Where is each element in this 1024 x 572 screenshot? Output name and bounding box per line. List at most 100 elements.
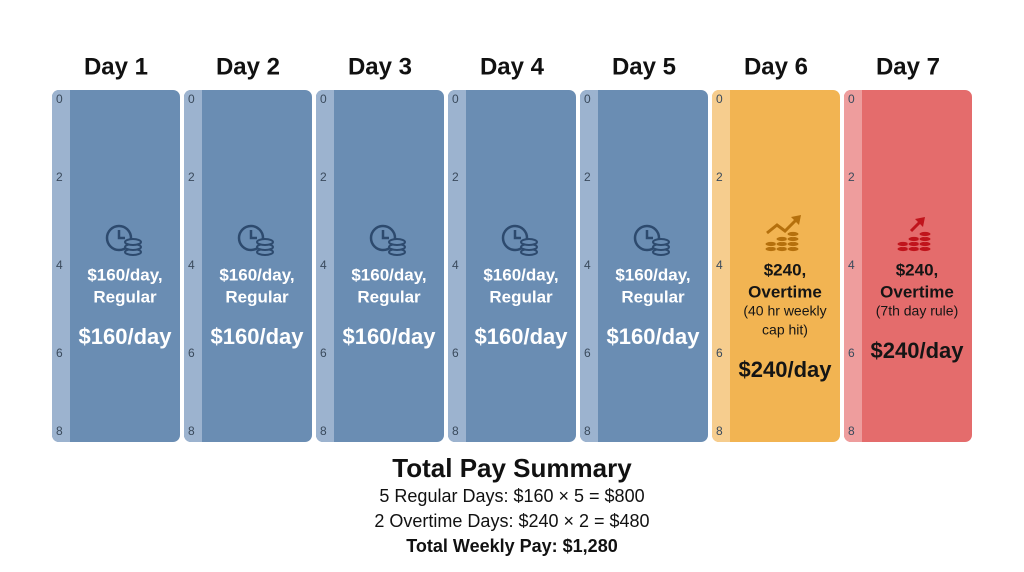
day-title: Day 6 (744, 53, 808, 80)
ruler-label: 8 (848, 424, 855, 438)
coin (907, 235, 921, 243)
clock-icon (501, 224, 529, 252)
ruler-label: 2 (452, 170, 459, 184)
clock-hands (645, 230, 653, 240)
coin (907, 240, 921, 248)
ruler-label: 2 (188, 170, 195, 184)
ruler-strip (316, 90, 334, 442)
day-amount: $160/day (607, 324, 701, 349)
coin (918, 230, 932, 238)
day-card (52, 90, 180, 442)
ruler-strip (52, 90, 70, 442)
coin (896, 245, 910, 253)
summary-line: 5 Regular Days: $160 × 5 = $800 (379, 486, 644, 506)
arrow-head (791, 215, 801, 225)
coin (896, 240, 910, 248)
coin (256, 238, 274, 246)
coin (775, 235, 789, 243)
clock-icon (237, 224, 265, 252)
day-amount: $160/day (343, 324, 437, 349)
day-column: Day 2 0 2 4 6 8 $160/day, Regular $160/day (184, 53, 312, 442)
day-detail: $160/day, (87, 265, 162, 284)
ruler-label: 2 (584, 170, 591, 184)
coin (764, 240, 778, 248)
day-amount: $160/day (211, 324, 305, 349)
clock-hands (249, 230, 257, 240)
day-title: Day 5 (612, 53, 676, 80)
day-card (316, 90, 444, 442)
ruler-label: 0 (188, 92, 195, 106)
coin (918, 245, 932, 253)
clock-hands (381, 230, 389, 240)
ruler-label: 8 (452, 424, 459, 438)
ruler-label: 2 (716, 170, 723, 184)
ruler-label: 8 (584, 424, 591, 438)
ruler-label: 6 (320, 346, 327, 360)
ruler-label: 0 (584, 92, 591, 106)
ruler-label: 8 (716, 424, 723, 438)
day-detail: $160/day, (219, 265, 294, 284)
coin (124, 238, 142, 246)
ruler-label: 4 (188, 258, 195, 272)
day-column: Day 6 0 2 4 6 8 $240, Overtime (40 hr weekly cap … (712, 53, 840, 442)
ruler-label: 6 (716, 346, 723, 360)
day-detail: Overtime (880, 282, 954, 301)
ruler-label: 4 (848, 258, 855, 272)
summary-line: 2 Overtime Days: $240 × 2 = $480 (374, 511, 649, 531)
ruler-label: 4 (584, 258, 591, 272)
day-title: Day 1 (84, 53, 148, 80)
day-column: Day 3 0 2 4 6 8 $160/day, Regular $160/day (316, 53, 444, 442)
ruler-label: 6 (452, 346, 459, 360)
day-column: Day 7 0 2 4 6 8 $240, Overtime (7th day rule) $24… (844, 53, 972, 442)
day-detail: Regular (489, 287, 553, 306)
day-amount: $240/day (871, 338, 965, 363)
coin (918, 235, 932, 243)
day-title: Day 4 (480, 53, 545, 80)
ruler-strip (184, 90, 202, 442)
clock-icon (369, 224, 397, 252)
coin (907, 245, 921, 253)
day-detail: Regular (621, 287, 685, 306)
coin (775, 240, 789, 248)
ruler-label: 2 (320, 170, 327, 184)
coin (786, 240, 800, 248)
day-detail: Regular (225, 287, 289, 306)
day-card (184, 90, 312, 442)
ruler-label: 4 (320, 258, 327, 272)
clock-icon (633, 224, 661, 252)
day-detail: $240, (896, 260, 939, 279)
day-detail: cap hit) (762, 322, 808, 338)
ruler-label: 6 (584, 346, 591, 360)
day-detail: Regular (93, 287, 157, 306)
day-column: Day 1 0 2 4 6 8 $160/day, Regular $160/day (52, 53, 180, 442)
ruler-label: 6 (188, 346, 195, 360)
coin (918, 240, 932, 248)
ruler-label: 8 (188, 424, 195, 438)
ruler-label: 4 (452, 258, 459, 272)
day-detail: $160/day, (615, 265, 690, 284)
coin (786, 230, 800, 238)
clock-icon (105, 224, 133, 252)
summary-line: Total Weekly Pay: $1,280 (406, 536, 617, 556)
coin (652, 238, 670, 246)
ruler-strip (448, 90, 466, 442)
day-column: Day 4 0 2 4 6 8 $160/day, Regular $160/day (448, 53, 576, 442)
coin (388, 238, 406, 246)
ruler-label: 0 (848, 92, 855, 106)
day-detail: $160/day, (483, 265, 558, 284)
day-card (712, 90, 840, 442)
arrow-head (915, 217, 925, 227)
ruler-strip (712, 90, 730, 442)
clock-hands (117, 230, 125, 240)
ruler-strip (844, 90, 862, 442)
day-card (448, 90, 576, 442)
coin (786, 235, 800, 243)
ruler-label: 2 (56, 170, 63, 184)
day-amount: $240/day (739, 357, 833, 382)
day-detail: (40 hr weekly (743, 303, 826, 319)
summary-title: Total Pay Summary (392, 453, 632, 483)
trend-arrow (766, 215, 801, 235)
coin (520, 238, 538, 246)
day-card (844, 90, 972, 442)
